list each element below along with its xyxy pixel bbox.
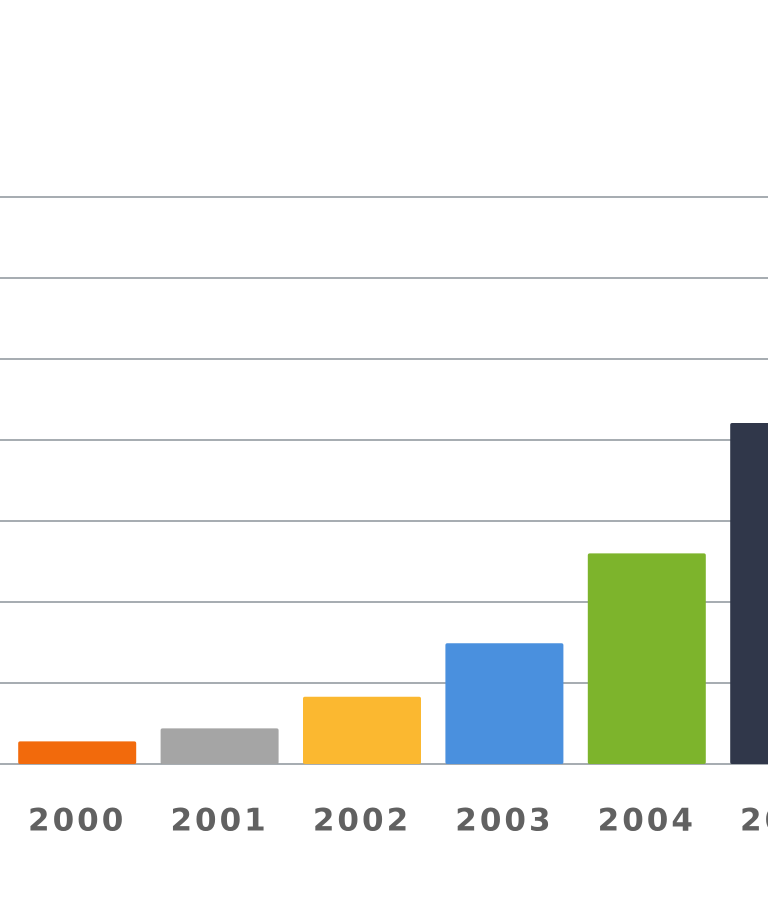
x-tick-label: 2003: [455, 803, 553, 839]
bar: [587, 553, 706, 764]
x-tick-label: 2005: [740, 803, 768, 839]
bar: [160, 728, 279, 764]
x-tick-label: 2004: [598, 803, 696, 839]
bar: [18, 741, 137, 764]
x-tick-label: 2001: [170, 803, 268, 839]
bar: [303, 696, 421, 764]
bar: [730, 422, 768, 764]
x-tick-label: 2000: [28, 803, 126, 839]
x-tick-label: 2002: [313, 803, 411, 839]
bar: [445, 643, 564, 764]
